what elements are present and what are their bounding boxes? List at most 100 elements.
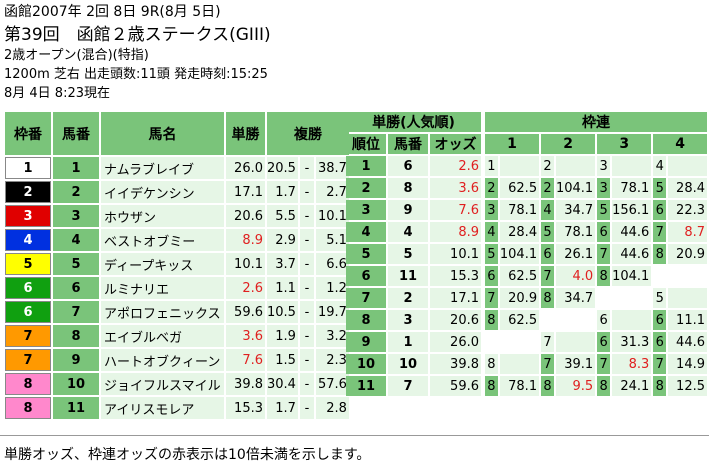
horse-number: 3: [53, 205, 99, 227]
horse-number: 6: [53, 277, 99, 299]
wakuren-pair-key: 8: [597, 266, 611, 286]
footer-divider: [0, 435, 709, 436]
horse-number: 7: [388, 376, 428, 396]
odds: 59.6: [430, 376, 481, 396]
horse-number: 2: [53, 181, 99, 203]
wakuren-odds: 28.4: [499, 222, 540, 242]
fukusho-separator: -: [299, 277, 314, 299]
col-header-uma: 馬番: [53, 112, 99, 155]
tansho-odds: 7.6: [226, 349, 265, 371]
table-row: 2 2 イイデケンシン 17.1 1.7-2.7: [5, 181, 349, 203]
wakuren-pair-key: 5: [541, 222, 554, 242]
wakuren-pair-key: 6: [485, 266, 498, 286]
horse-name: エイブルベガ: [101, 325, 224, 347]
wakuren-odds: 78.1: [612, 178, 652, 198]
fukusho-max: 2.8: [315, 397, 349, 419]
fukusho-min: 1.7: [267, 397, 298, 419]
horse-name: ジョイフルスマイル: [101, 373, 224, 395]
table-row: 7 2 17.1: [346, 288, 481, 308]
horse-name: アポロフェニックス: [101, 301, 224, 323]
fukusho-separator: -: [299, 397, 314, 419]
wakuren-empty-cell: [555, 156, 596, 176]
rank: 5: [346, 244, 386, 264]
wakuren-pair-key: 7: [653, 354, 667, 374]
fukusho-min: 20.5: [267, 157, 298, 179]
horse-number: 1: [388, 332, 428, 352]
table-row: 9 1 26.0: [346, 332, 481, 352]
fukusho-min: 1.5: [267, 349, 298, 371]
wakuren-odds: 78.1: [555, 222, 596, 242]
wakuren-odds: 22.3: [668, 200, 707, 220]
rank: 2: [346, 178, 386, 198]
horse-number: 10: [388, 354, 428, 374]
horse-name: ホウザン: [101, 205, 224, 227]
wakuren-empty-cell: [668, 288, 707, 308]
odds: 17.1: [430, 288, 481, 308]
waku-number: 7: [5, 325, 51, 347]
wakuren-odds: 156.1: [612, 200, 652, 220]
tansho-odds: 10.1: [226, 253, 265, 275]
table-row: 8 11 アイリスモレア 15.3 1.7-2.8: [5, 397, 349, 419]
wakuren-odds: 44.6: [612, 244, 652, 264]
wakuren-block-header: 7: [541, 332, 554, 352]
wakuren-pair-key: 7: [485, 288, 498, 308]
wakuren-pair-key: 8: [485, 376, 498, 396]
tansho-odds: 8.9: [226, 229, 265, 251]
wakuren-pair-key: 5: [653, 178, 667, 198]
fukusho-separator: -: [299, 325, 314, 347]
fukusho-max: 10.1: [315, 205, 349, 227]
wakuren-pair-key: 6: [653, 200, 667, 220]
fukusho-min: 1.9: [267, 325, 298, 347]
fukusho-separator: -: [299, 205, 314, 227]
horse-name: イイデケンシン: [101, 181, 224, 203]
fukusho-separator: -: [299, 349, 314, 371]
wakuren-odds: 9.5: [555, 376, 596, 396]
tansho-odds: 20.6: [226, 205, 265, 227]
waku-number: 2: [5, 181, 51, 203]
fukusho-max: 3.2: [315, 325, 349, 347]
horse-number: 6: [388, 156, 428, 176]
wakuren-odds: 14.9: [668, 354, 707, 374]
wakuren-blank: [541, 310, 554, 330]
tansho-odds: 39.8: [226, 373, 265, 395]
wakuren-odds: 20.9: [668, 244, 707, 264]
odds: 10.1: [430, 244, 481, 264]
wakuren-odds: 78.1: [499, 376, 540, 396]
waku-number: 8: [5, 397, 51, 419]
wakuren-pair-key: 3: [597, 178, 611, 198]
wakuren-odds: 26.1: [555, 244, 596, 264]
tansho-odds: 15.3: [226, 397, 265, 419]
wakuren-block-header: 8: [485, 354, 498, 374]
table-row: 6 62.5 7 4.0 8 104.1: [485, 266, 707, 286]
waku-number: 1: [5, 157, 51, 179]
table-row: 1 6 2.6: [346, 156, 481, 176]
rank: 3: [346, 200, 386, 220]
wakuren-empty-cell: [499, 156, 540, 176]
table-row: 4 28.4 5 78.1 6 44.6 7 8.7: [485, 222, 707, 242]
table-row: 3 9 7.6: [346, 200, 481, 220]
race-venue-date: 函館2007年 2回 8日 9R(8月 5日): [4, 4, 221, 20]
wakuren-empty-cell: [612, 156, 652, 176]
wakuren-pair-key: 4: [541, 200, 554, 220]
fukusho-separator: -: [299, 157, 314, 179]
wakuren-odds: 8.7: [668, 222, 707, 242]
wakuren-odds: 12.5: [668, 376, 707, 396]
wakuren-block-header: 6: [597, 310, 611, 330]
horse-number: 2: [388, 288, 428, 308]
horse-number: 7: [53, 301, 99, 323]
fukusho-max: 2.7: [315, 181, 349, 203]
table-row: 8 3 20.6: [346, 310, 481, 330]
horse-number: 3: [388, 310, 428, 330]
horse-number: 10: [53, 373, 99, 395]
table-row: 8 78.1 8 9.5 8 24.1 8 12.5: [485, 376, 707, 396]
horse-name: ハートオブクィーン: [101, 349, 224, 371]
table-row: 1 1 ナムラブレイブ 26.0 20.5-38.7: [5, 157, 349, 179]
fukusho-min: 3.7: [267, 253, 298, 275]
horse-number: 9: [388, 200, 428, 220]
wakuren-odds: 62.5: [499, 178, 540, 198]
horse-number: 5: [388, 244, 428, 264]
fukusho-min: 2.9: [267, 229, 298, 251]
rank: 11: [346, 376, 386, 396]
horse-name: ディープキッス: [101, 253, 224, 275]
wakuren-col-header: 3: [597, 134, 652, 154]
